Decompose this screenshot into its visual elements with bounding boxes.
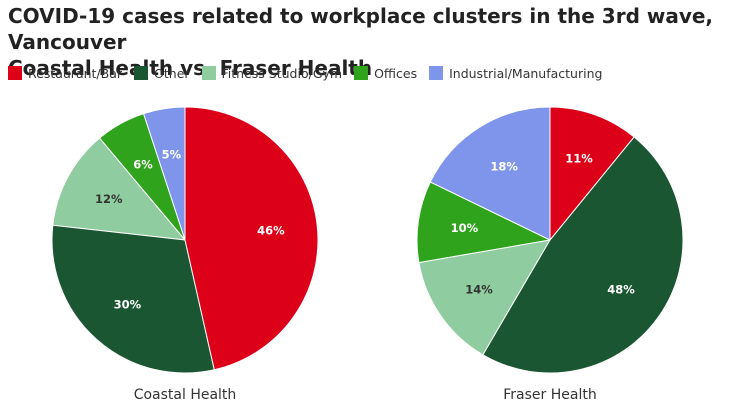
pie-chart-fraser-health: Fraser Health 11% 48% 14% 10% 18% xyxy=(416,106,684,403)
pie-label-fraser-health-offices: 10% xyxy=(451,221,479,235)
pie-slice-coastal-health-fitness-studio-gym[interactable] xyxy=(52,137,187,241)
pie-label-coastal-health-fitness-studio-gym: 12% xyxy=(95,192,123,206)
legend-item-other[interactable]: Other xyxy=(134,66,190,81)
legend-item-offices[interactable]: Offices xyxy=(354,66,417,81)
pie-label-coastal-health-offices: 6% xyxy=(133,157,153,171)
legend-label-fitness-studio-gym: Fitness Studio/Gym xyxy=(221,65,343,81)
legend: Restaurant/Bar Other Fitness Studio/Gym … xyxy=(8,64,614,82)
pie-slice-coastal-health-restaurant-bar[interactable] xyxy=(184,106,319,371)
pie-slice-fraser-health-industrial-manufacturing[interactable] xyxy=(429,106,551,241)
pie-slice-coastal-health-other[interactable] xyxy=(51,224,215,374)
pie-label-coastal-health-industrial-manufacturing: 5% xyxy=(162,148,182,162)
pie-label-fraser-health-industrial-manufacturing: 18% xyxy=(490,160,518,174)
pie-label-fraser-health-other: 48% xyxy=(607,282,635,296)
pie-label-coastal-health-restaurant-bar: 46% xyxy=(257,223,285,237)
pie-slice-fraser-health-other[interactable] xyxy=(482,136,684,374)
pie-caption-fraser-health: Fraser Health xyxy=(503,387,596,403)
legend-swatch-fitness-studio-gym xyxy=(201,66,216,80)
legend-label-other: Other xyxy=(154,65,190,81)
legend-swatch-other xyxy=(134,66,149,80)
legend-label-offices: Offices xyxy=(374,65,418,81)
legend-label-restaurant-bar: Restaurant/Bar xyxy=(28,65,123,81)
legend-swatch-restaurant-bar xyxy=(8,66,22,80)
pie-label-coastal-health-other: 30% xyxy=(114,297,142,311)
legend-item-fitness-studio-gym[interactable]: Fitness Studio/Gym xyxy=(201,65,343,81)
pie-caption-coastal-health: Coastal Health xyxy=(134,387,237,403)
legend-item-industrial-manufacturing[interactable]: Industrial/Manufacturing xyxy=(429,66,602,81)
pie-label-fraser-health-restaurant-bar: 11% xyxy=(565,152,593,166)
pie-slice-fraser-health-offices[interactable] xyxy=(416,181,552,264)
legend-item-restaurant-bar[interactable]: Restaurant/Bar xyxy=(8,66,122,81)
chart-title-line-2: Coastal Health vs. Fraser Health xyxy=(8,56,373,80)
legend-swatch-offices xyxy=(354,66,369,80)
pie-chart-coastal-health: Coastal Health 46% 30% 12% 6% 5% xyxy=(51,106,319,403)
pie-slice-fraser-health-restaurant-bar[interactable] xyxy=(549,106,635,242)
pie-label-fraser-health-fitness-studio-gym: 14% xyxy=(465,282,493,296)
legend-swatch-industrial-manufacturing xyxy=(429,66,444,80)
chart-title-line-1: COVID-19 cases related to workplace clus… xyxy=(8,4,714,54)
legend-label-industrial-manufacturing: Industrial/Manufacturing xyxy=(449,65,603,81)
pie-slice-fraser-health-fitness-studio-gym[interactable] xyxy=(418,239,551,356)
chart-title: COVID-19 cases related to workplace clus… xyxy=(8,3,723,81)
